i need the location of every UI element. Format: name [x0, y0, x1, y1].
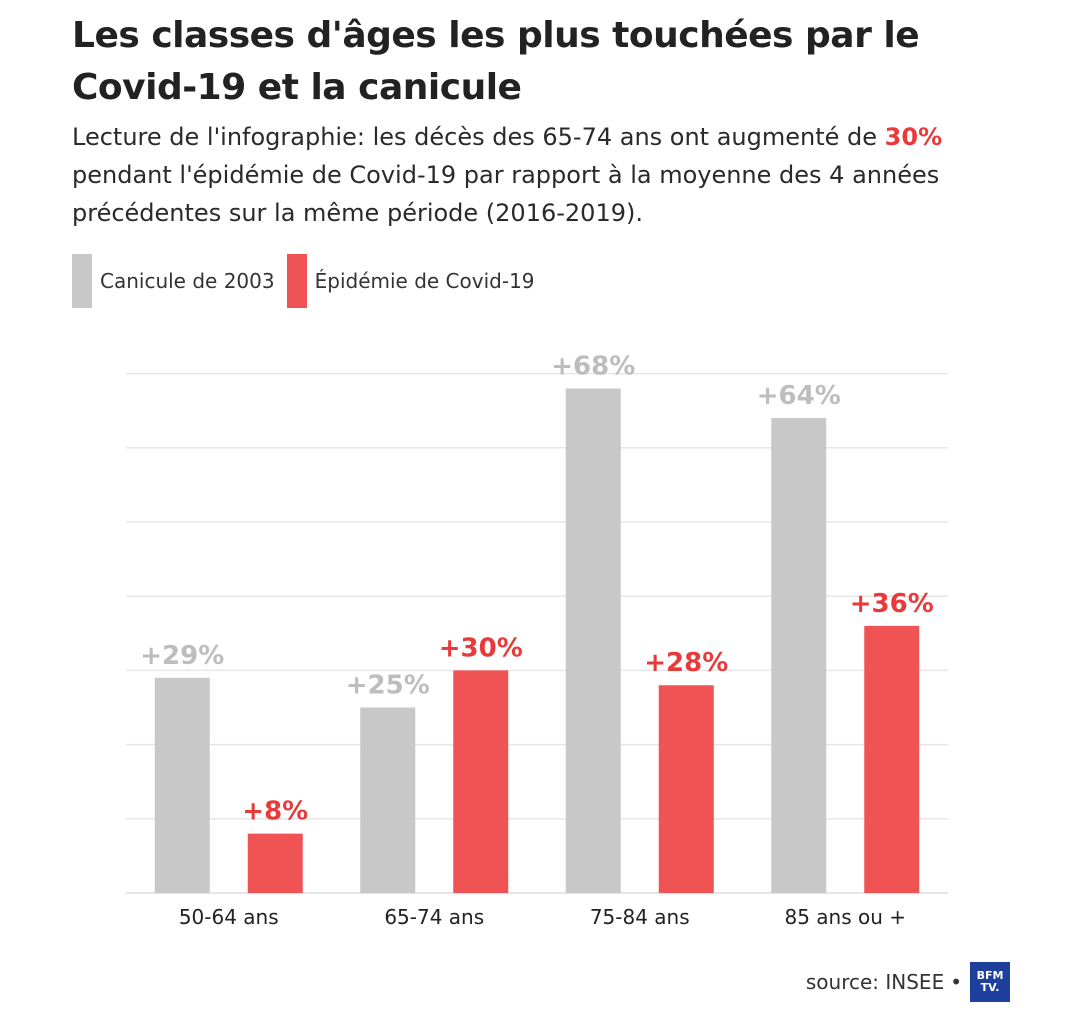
legend-swatch-canicule	[72, 254, 92, 308]
subtitle-text-start: Lecture de l'infographie: les décès des …	[72, 123, 885, 151]
x-tick-label: 85 ans ou +	[784, 905, 906, 929]
bar-covid	[453, 670, 509, 893]
bars	[154, 388, 920, 893]
subtitle-highlight: 30%	[884, 123, 943, 151]
chart-legend: Canicule de 2003 Épidémie de Covid-19	[72, 254, 547, 308]
data-label-covid: +28%	[644, 648, 728, 678]
bar-canicule	[154, 677, 210, 893]
logo-text: BFM TV.	[976, 969, 1004, 994]
data-label-canicule: +25%	[346, 671, 430, 701]
legend-item-canicule: Canicule de 2003	[72, 254, 275, 308]
data-label-covid: +8%	[242, 797, 308, 827]
source-text: source: INSEE	[805, 970, 945, 994]
bar-covid	[247, 833, 303, 893]
bar-covid	[864, 625, 920, 893]
x-tick-label: 50-64 ans	[179, 905, 279, 929]
bfmtv-logo: BFM TV.	[970, 962, 1010, 1002]
bar-canicule	[771, 418, 827, 893]
data-label-covid: +30%	[439, 633, 523, 663]
legend-item-covid: Épidémie de Covid-19	[286, 254, 535, 308]
data-label-covid: +36%	[850, 589, 934, 619]
subtitle-text-end: pendant l'épidémie de Covid-19 par rappo…	[72, 161, 940, 227]
source-separator: •	[950, 970, 962, 994]
data-label-canicule: +68%	[551, 351, 635, 381]
data-label-canicule: +64%	[757, 381, 841, 411]
bar-covid	[658, 685, 714, 893]
legend-label-canicule: Canicule de 2003	[100, 269, 275, 293]
legend-swatch-covid	[286, 254, 307, 308]
x-tick-labels: 50-64 ans 65-74 ans 75-84 ans 85 ans ou +	[179, 905, 906, 929]
x-tick-label: 75-84 ans	[590, 905, 690, 929]
bar-canicule	[565, 388, 621, 893]
bar-canicule	[360, 707, 416, 893]
legend-label-covid: Épidémie de Covid-19	[314, 269, 535, 293]
chart-subtitle: Lecture de l'infographie: les décès des …	[72, 118, 1032, 232]
source-credit: source: INSEE • BFM TV.	[806, 962, 1010, 1002]
data-label-canicule: +29%	[140, 641, 224, 671]
data-labels: +29% +8% +25% +30% +68% +28% +64% +36%	[140, 351, 934, 826]
page-title: Les classes d'âges les plus touchées par…	[72, 15, 920, 108]
x-tick-label: 65-74 ans	[384, 905, 484, 929]
